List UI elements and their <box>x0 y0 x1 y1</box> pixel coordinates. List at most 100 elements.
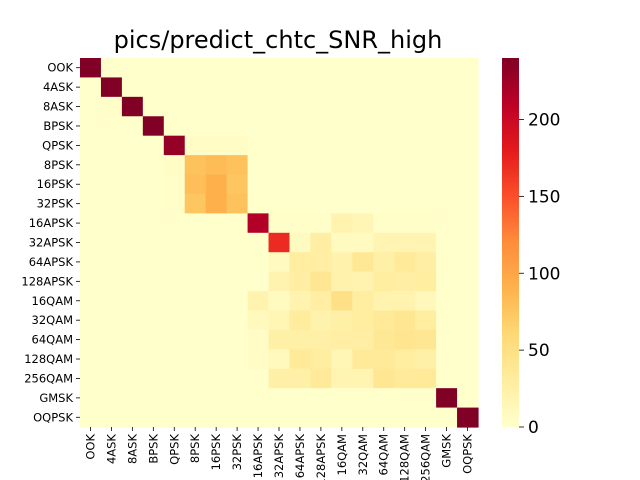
heatmap-cell <box>142 174 165 195</box>
heatmap-cell <box>226 252 249 273</box>
colorbar-tick-label: 100 <box>528 264 560 284</box>
heatmap-cell <box>310 407 332 428</box>
colorbar-ticks: 0 50 100 150 200 <box>519 111 560 438</box>
heatmap-cell <box>247 252 270 273</box>
heatmap-cell <box>80 291 102 312</box>
heatmap-cell <box>268 155 291 176</box>
heatmap-cell <box>352 310 374 331</box>
heatmap-cell <box>373 232 395 253</box>
heatmap-cell <box>457 407 479 428</box>
heatmap-cell <box>100 252 123 273</box>
heatmap-cell <box>226 368 249 389</box>
heatmap-cell <box>394 407 416 428</box>
heatmap-cell <box>121 368 144 389</box>
heatmap-cell <box>415 135 437 156</box>
heatmap-cell <box>226 116 249 137</box>
heatmap-cell <box>436 58 458 79</box>
heatmap-cell <box>80 213 102 234</box>
heatmap-cell <box>247 349 270 370</box>
heatmap-cell <box>457 213 479 234</box>
heatmap-cell <box>142 271 165 292</box>
heatmap-cell <box>163 349 186 370</box>
heatmap-cell <box>121 329 144 350</box>
x-tick-label: 64APSK <box>293 434 307 479</box>
heatmap-cell <box>373 329 395 350</box>
colorbar <box>502 58 519 427</box>
heatmap-cell <box>205 58 228 79</box>
heatmap-cell <box>394 193 416 214</box>
y-tick-label: GMSK <box>39 391 73 405</box>
heatmap-cell <box>268 329 291 350</box>
heatmap-cell <box>352 135 374 156</box>
heatmap-cell <box>121 77 144 98</box>
heatmap-cell <box>100 174 123 195</box>
heatmap-cell <box>352 96 374 117</box>
heatmap-cell <box>184 291 207 312</box>
heatmap-cell <box>331 174 353 195</box>
heatmap-cell <box>268 135 291 156</box>
heatmap-cell <box>436 96 458 117</box>
heatmap-cell <box>163 252 186 273</box>
heatmap-cell <box>184 252 207 273</box>
heatmap-cell <box>226 310 249 331</box>
heatmap-cell <box>247 155 270 176</box>
heatmap-cell <box>226 291 249 312</box>
heatmap-cell <box>436 368 458 389</box>
heatmap-cell <box>373 388 395 409</box>
heatmap-cell <box>394 155 416 176</box>
heatmap-cell <box>436 407 458 428</box>
heatmap-cell <box>184 58 207 79</box>
heatmap-cell <box>310 232 332 253</box>
heatmap-cell <box>226 349 249 370</box>
heatmap-cell <box>121 349 144 370</box>
heatmap-cell <box>289 193 312 214</box>
x-tick-label: 32APSK <box>272 434 286 479</box>
heatmap-cell <box>373 271 395 292</box>
heatmap-cell <box>415 193 437 214</box>
heatmap-cell <box>373 407 395 428</box>
heatmap-cell <box>457 252 479 273</box>
heatmap-cell <box>100 329 123 350</box>
heatmap-cell <box>142 155 165 176</box>
heatmap-cell <box>205 96 228 117</box>
x-tick-label: 16APSK <box>251 434 265 479</box>
heatmap-cell <box>415 252 437 273</box>
heatmap-cell <box>331 291 353 312</box>
heatmap-cell <box>373 155 395 176</box>
heatmap-cell <box>163 116 186 137</box>
heatmap-cell <box>457 349 479 370</box>
heatmap-cell <box>268 116 291 137</box>
heatmap-cell <box>205 116 228 137</box>
heatmap-cell <box>331 232 353 253</box>
heatmap-cell <box>289 135 312 156</box>
heatmap-cell <box>184 135 207 156</box>
heatmap-cell <box>121 135 144 156</box>
heatmap-cell <box>310 349 332 370</box>
heatmap-cell <box>205 77 228 98</box>
heatmap-cell <box>394 174 416 195</box>
heatmap-cell <box>415 349 437 370</box>
heatmap-cell <box>457 388 479 409</box>
heatmap-cell <box>436 291 458 312</box>
heatmap-cell <box>373 77 395 98</box>
heatmap-cell <box>394 232 416 253</box>
y-tick-label: 16PSK <box>37 177 74 191</box>
heatmap-cell <box>80 96 102 117</box>
heatmap-cell <box>121 388 144 409</box>
x-tick-label: 4ASK <box>104 434 118 464</box>
heatmap-cell <box>310 77 332 98</box>
heatmap-cell <box>121 407 144 428</box>
heatmap-cell <box>142 77 165 98</box>
heatmap-cell <box>184 368 207 389</box>
x-tick-label: BPSK <box>146 434 160 464</box>
y-tick-label: 4ASK <box>43 80 73 94</box>
heatmap-cell <box>436 116 458 137</box>
heatmap-cell <box>184 155 207 176</box>
heatmap-cell <box>80 155 102 176</box>
heatmap-cell <box>310 252 332 273</box>
heatmap-cell <box>352 116 374 137</box>
y-tick-label: 16APSK <box>29 216 74 230</box>
heatmap-cell <box>226 155 249 176</box>
heatmap-cell <box>163 329 186 350</box>
